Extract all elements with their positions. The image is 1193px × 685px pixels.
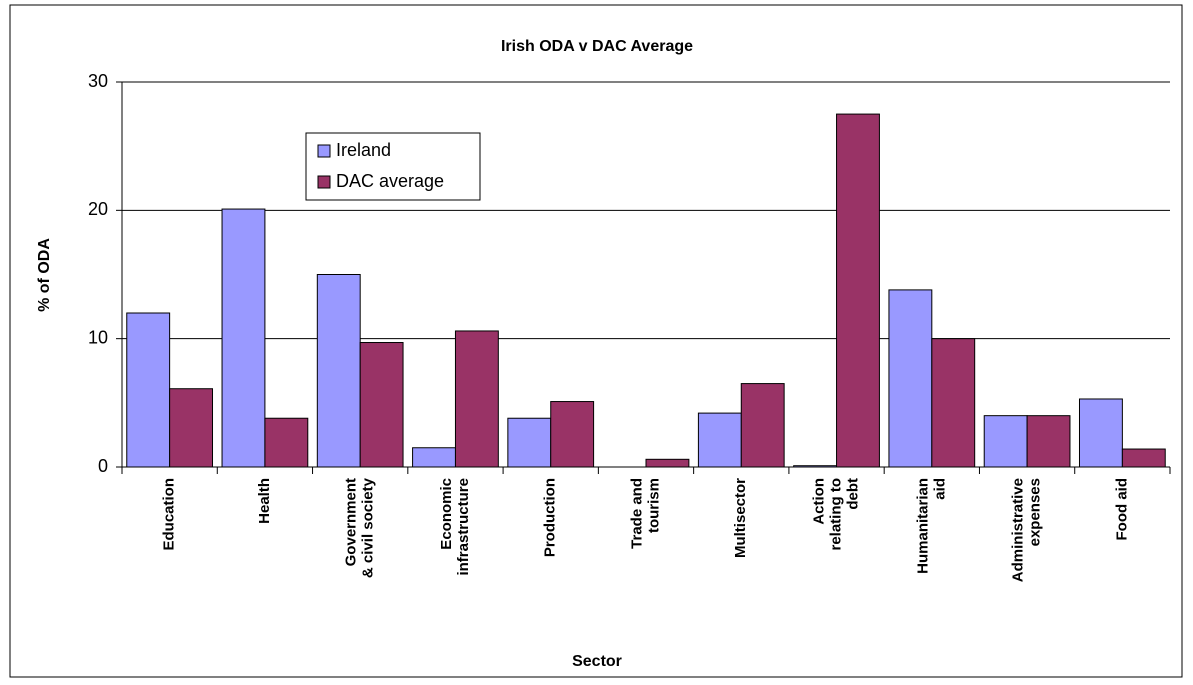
bar [507,417,552,468]
bar [359,342,404,468]
y-tick-label: 0 [98,456,108,476]
bar [316,274,361,468]
legend-label: Ireland [336,140,391,160]
legend-box [305,132,481,201]
bar [1078,398,1123,468]
x-tick-label: Administrativeexpenses [1010,478,1044,582]
bar [221,208,266,468]
x-axis-title: Sector [572,653,622,670]
legend-label: DAC average [336,171,444,191]
x-tick-label: Economicinfrastructure [438,478,472,576]
bar [1026,415,1071,468]
bar [550,401,595,468]
x-tick-label: Humanitarianaid [914,478,948,574]
bar [697,412,742,468]
y-tick-label: 30 [88,71,108,91]
bar [836,113,880,468]
bar [126,312,171,468]
y-tick-label: 10 [88,327,108,347]
y-tick-label: 20 [88,199,108,219]
legend-swatch [317,144,331,158]
chart-frame [9,4,1183,678]
bar [888,289,933,468]
bar [169,388,214,468]
legend-swatch [317,175,331,189]
bar [264,417,309,468]
bar [1121,448,1166,468]
chart-title: Irish ODA v DAC Average [501,38,693,55]
x-tick-label: Food aid [1113,478,1130,541]
bar [454,330,499,468]
bar [983,415,1028,468]
bar [645,458,690,468]
bar [412,447,456,468]
x-tick-label: Health [256,478,273,524]
bar [740,383,785,468]
bar [931,338,976,468]
x-tick-label: Government& civil society [343,477,377,578]
x-tick-label: Multisector [732,478,749,558]
x-tick-label: Trade andtourism [628,478,662,549]
x-tick-label: Production [542,478,559,557]
x-tick-label: Actionrelating todebt [811,478,862,551]
y-axis-title: % of ODA [36,238,53,312]
x-tick-label: Education [161,478,178,551]
